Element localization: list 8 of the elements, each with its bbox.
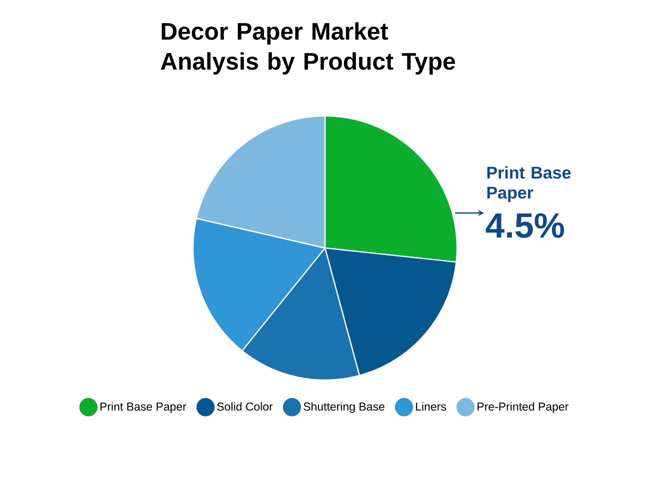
legend-label: Print Base Paper	[100, 402, 186, 413]
chart-title: Decor Paper Market Analysis by Product Type	[160, 22, 456, 75]
legend-label: Liners	[416, 402, 446, 411]
text: Print Base Paper	[487, 166, 571, 202]
legend-label: Solid Color	[217, 402, 273, 411]
text: 4.5%	[486, 213, 564, 238]
legend-label: Pre-Printed Paper	[478, 402, 568, 413]
legend-label: Shuttering Base	[304, 402, 384, 413]
